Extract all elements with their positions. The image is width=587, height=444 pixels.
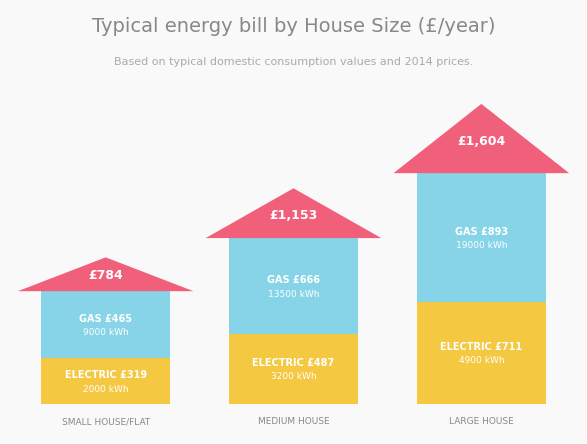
Text: SMALL HOUSE/FLAT: SMALL HOUSE/FLAT [62,417,150,426]
Text: 19000 kWh: 19000 kWh [456,241,507,250]
Text: 13500 kWh: 13500 kWh [268,289,319,298]
Text: £784: £784 [88,270,123,282]
Polygon shape [393,104,569,173]
Text: GAS £465: GAS £465 [79,314,132,324]
Text: 2000 kWh: 2000 kWh [83,385,129,393]
Text: GAS £893: GAS £893 [455,226,508,237]
Bar [417,173,546,302]
Text: Typical energy bill by House Size (£/year): Typical energy bill by House Size (£/yea… [92,17,495,36]
Bar [41,358,170,404]
Polygon shape [205,188,382,238]
Text: ELECTRIC £487: ELECTRIC £487 [252,358,335,368]
Text: MEDIUM HOUSE: MEDIUM HOUSE [258,417,329,426]
Text: £1,153: £1,153 [269,209,318,222]
Polygon shape [18,258,194,291]
Text: £1,604: £1,604 [457,135,505,148]
Text: ELECTRIC £711: ELECTRIC £711 [440,342,522,352]
Text: Based on typical domestic consumption values and 2014 prices.: Based on typical domestic consumption va… [114,57,473,67]
Bar [41,291,170,358]
Text: 3200 kWh: 3200 kWh [271,373,316,381]
Text: 4900 kWh: 4900 kWh [458,357,504,365]
Text: ELECTRIC £319: ELECTRIC £319 [65,370,147,381]
Bar [229,238,358,334]
Text: GAS £666: GAS £666 [267,275,320,285]
Bar [229,334,358,404]
Bar [417,302,546,404]
Text: LARGE HOUSE: LARGE HOUSE [449,417,514,426]
Text: 9000 kWh: 9000 kWh [83,328,129,337]
